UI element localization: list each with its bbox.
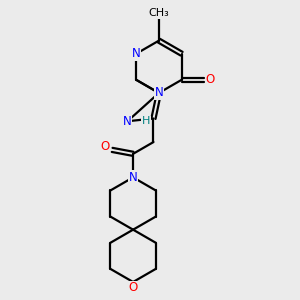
Text: CH₃: CH₃ (148, 8, 169, 18)
Text: O: O (128, 281, 138, 294)
Text: N: N (123, 115, 132, 128)
Text: N: N (154, 86, 163, 99)
Text: O: O (206, 74, 215, 86)
Text: O: O (100, 140, 110, 153)
Text: N: N (132, 47, 141, 60)
Text: N: N (154, 86, 163, 99)
Text: H: H (142, 116, 150, 126)
Text: N: N (129, 171, 137, 184)
